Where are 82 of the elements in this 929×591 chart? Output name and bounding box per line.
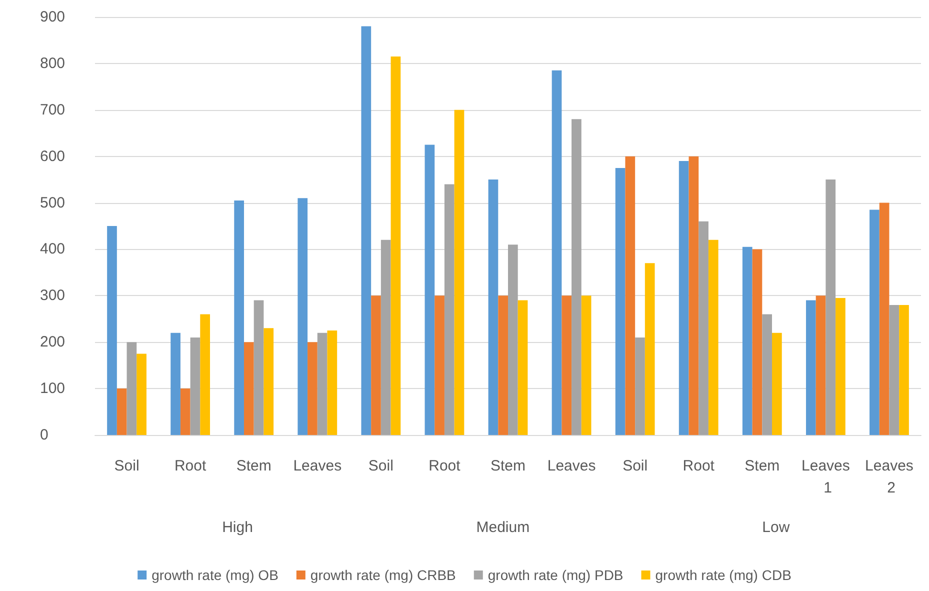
x-tick-label: Stem	[744, 458, 780, 474]
bar	[870, 210, 880, 435]
x-tick-label: Soil	[368, 458, 394, 474]
bar	[899, 304, 909, 435]
y-tick-label: 0	[40, 426, 48, 444]
text: Medium	[476, 519, 530, 536]
y-tick-label: 100	[40, 380, 66, 398]
bar	[371, 296, 381, 435]
x-tick-label: Soil	[114, 458, 140, 474]
bar	[625, 156, 636, 435]
bar	[244, 342, 254, 435]
y-tick-label: 400	[40, 240, 66, 258]
x-tick-label: Leaves	[547, 458, 596, 474]
bar	[644, 263, 655, 435]
bar	[836, 298, 846, 435]
bar	[264, 328, 274, 435]
x-tick-label: Root	[174, 458, 207, 474]
bar	[444, 184, 454, 435]
x-tick-label: Leaves 2	[865, 458, 914, 496]
bar	[508, 244, 518, 435]
bar	[327, 330, 338, 435]
x-tick-label: Soil	[622, 458, 648, 474]
bar	[361, 26, 372, 435]
legend-label: growth rate (mg) OB	[152, 567, 278, 583]
y-tick-label: 300	[40, 287, 66, 304]
bar	[498, 296, 508, 435]
bar	[170, 332, 180, 435]
bar	[136, 354, 146, 435]
bar	[879, 202, 890, 435]
y-tick-label: 600	[40, 148, 66, 165]
bar	[562, 296, 572, 435]
bar	[806, 300, 816, 435]
bar	[742, 246, 752, 435]
bar	[615, 168, 626, 435]
bar	[688, 156, 699, 435]
bar	[752, 249, 762, 435]
bar	[190, 337, 200, 435]
x-tick-label: Leaves	[293, 458, 342, 474]
bar	[552, 70, 562, 435]
bar	[772, 332, 782, 435]
bar	[518, 300, 528, 435]
bar	[708, 240, 718, 435]
x-tick-label: Stem	[236, 458, 272, 474]
bar	[107, 226, 117, 435]
bar	[380, 240, 391, 435]
x-tick-label: Root	[428, 458, 462, 474]
bar	[581, 296, 592, 435]
bar	[434, 296, 444, 435]
bar	[298, 198, 308, 435]
bar	[200, 314, 210, 435]
y-tick-label: 800	[40, 54, 66, 72]
bar	[116, 388, 127, 435]
bar	[816, 296, 826, 435]
x-tick-label: Stem	[490, 458, 526, 474]
legend-label: growth rate (mg) CDB	[655, 567, 792, 583]
bar	[126, 342, 137, 435]
bar	[488, 180, 498, 435]
legend-label: growth rate (mg) CRBB	[310, 567, 456, 583]
y-tick-label: 200	[40, 334, 66, 351]
y-tick-label: 900	[40, 8, 66, 26]
bar	[234, 200, 244, 435]
legend-label: growth rate (mg) PDB	[488, 567, 624, 583]
bar	[889, 304, 900, 435]
bar	[317, 332, 328, 435]
x-tick-label: Leaves 1	[802, 458, 850, 496]
bar	[390, 56, 401, 435]
bar	[308, 342, 318, 435]
text: High	[222, 519, 253, 536]
bar	[572, 119, 582, 435]
bar	[762, 314, 772, 435]
bar	[424, 144, 435, 435]
bar	[180, 388, 190, 435]
bar	[698, 221, 708, 435]
bar	[678, 160, 689, 435]
bar	[826, 180, 836, 435]
text: Low	[762, 519, 790, 536]
y-tick-label: 500	[40, 194, 66, 212]
bar	[454, 110, 464, 435]
x-tick-label: Root	[682, 458, 716, 474]
y-tick-label: 700	[40, 101, 66, 118]
bar	[635, 337, 645, 435]
bar	[254, 300, 264, 435]
